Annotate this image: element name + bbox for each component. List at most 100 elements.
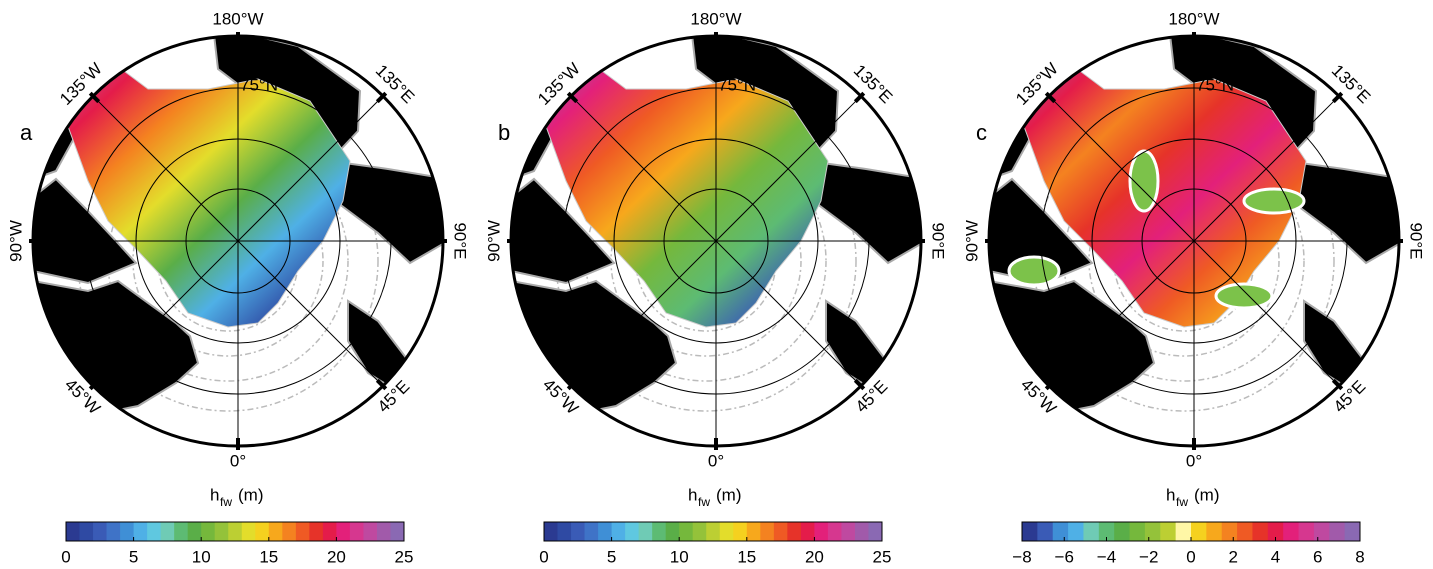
- colorbar-swatch: [390, 522, 404, 541]
- anomaly-patch: [1009, 257, 1059, 285]
- colorbar-swatch: [733, 522, 747, 541]
- latitude-label: 75°N: [1196, 75, 1234, 94]
- colorbar-swatch: [336, 522, 350, 541]
- colorbar-swatch: [1053, 522, 1069, 541]
- colorbar-swatch: [66, 522, 80, 541]
- colorbar-swatch: [814, 522, 828, 541]
- colorbar-swatch: [242, 522, 256, 541]
- colorbar-swatch: [188, 522, 202, 541]
- colorbar-swatch: [612, 522, 626, 541]
- colorbar-swatch: [666, 522, 680, 541]
- colorbar-swatch: [1083, 522, 1099, 541]
- longitude-label: 90°W: [6, 220, 25, 262]
- colorbar-swatch: [585, 522, 599, 541]
- colorbar-symbol: h: [1166, 485, 1175, 504]
- colorbar-swatch: [107, 522, 121, 541]
- colorbar-unit: (m): [1194, 485, 1219, 504]
- colorbar-swatch: [868, 522, 882, 541]
- colorbar-swatch: [1176, 522, 1192, 541]
- colorbar-tick-label: 8: [1355, 547, 1364, 566]
- longitude-label: 90°E: [1407, 222, 1426, 259]
- colorbar-tick-label: −4: [1097, 547, 1116, 566]
- colorbar-swatch: [747, 522, 761, 541]
- colorbar-tick-label: 5: [607, 547, 616, 566]
- longitude-label: 90°W: [962, 220, 981, 262]
- colorbar-swatch: [720, 522, 734, 541]
- colorbar-unit: (m): [716, 485, 741, 504]
- longitude-label: 90°E: [929, 222, 948, 259]
- colorbar-swatch: [93, 522, 107, 541]
- colorbar-swatch: [350, 522, 364, 541]
- colorbar-swatch: [1160, 522, 1176, 541]
- page: {"panels": [ {"letter": "a", "lon_labels…: [0, 0, 1433, 569]
- colorbar-swatch: [544, 522, 558, 541]
- colorbar-tick-label: 0: [61, 547, 70, 566]
- colorbar-swatch: [309, 522, 323, 541]
- longitude-label: 90°E: [451, 222, 470, 259]
- colorbar-swatch: [323, 522, 337, 541]
- colorbar-swatch: [80, 522, 94, 541]
- colorbar-tick-label: 20: [805, 547, 824, 566]
- colorbar-swatch: [1314, 522, 1330, 541]
- colorbar-swatch: [377, 522, 391, 541]
- colorbar-tick-label: 15: [737, 547, 756, 566]
- colorbar-swatch: [760, 522, 774, 541]
- colorbar-swatch: [147, 522, 161, 541]
- colorbar-tick-label: 0: [539, 547, 548, 566]
- colorbar-swatch: [598, 522, 612, 541]
- longitude-label: 0°: [1186, 451, 1202, 470]
- colorbar-swatch: [134, 522, 148, 541]
- colorbar-swatch: [639, 522, 653, 541]
- colorbar-swatch: [571, 522, 585, 541]
- longitude-label: 90°W: [484, 220, 503, 262]
- colorbar-swatch: [363, 522, 377, 541]
- anomaly-patch: [1216, 284, 1272, 308]
- colorbar-tick-label: 10: [192, 547, 211, 566]
- colorbar-swatch: [1222, 522, 1238, 541]
- colorbar-tick-label: 4: [1271, 547, 1280, 566]
- colorbar-swatch: [228, 522, 242, 541]
- colorbar-tick-label: 25: [873, 547, 892, 566]
- colorbar-subscript: fw: [220, 495, 232, 509]
- latitude-label: 75°N: [718, 75, 756, 94]
- colorbar-swatch: [1345, 522, 1361, 541]
- longitude-label: 180°W: [212, 9, 263, 28]
- colorbar-tick-label: 20: [327, 547, 346, 566]
- colorbar-tick-label: −6: [1055, 547, 1074, 566]
- colorbar-tick-label: −2: [1139, 547, 1158, 566]
- colorbar-swatch: [120, 522, 134, 541]
- colorbar-symbol: h: [210, 485, 219, 504]
- colorbar-swatch: [282, 522, 296, 541]
- colorbar-swatch: [1114, 522, 1130, 541]
- colorbar-symbol: h: [688, 485, 697, 504]
- colorbar-tick-label: 5: [129, 547, 138, 566]
- colorbar-subscript: fw: [1176, 495, 1188, 509]
- colorbar-swatch: [558, 522, 572, 541]
- colorbar-swatch: [625, 522, 639, 541]
- colorbar-tick-label: −8: [1012, 547, 1031, 566]
- figure: 180°W135°E90°E45°E0°45°W90°W135°W75°Nahf…: [0, 0, 1433, 569]
- colorbar-swatch: [706, 522, 720, 541]
- colorbar-swatch: [787, 522, 801, 541]
- colorbar-swatch: [1206, 522, 1222, 541]
- colorbar-swatch: [828, 522, 842, 541]
- longitude-label: 180°W: [690, 9, 741, 28]
- longitude-label: 0°: [708, 451, 724, 470]
- colorbar-tick-label: 2: [1229, 547, 1238, 566]
- colorbar-swatch: [855, 522, 869, 541]
- colorbar-swatch: [652, 522, 666, 541]
- colorbar-tick-label: 15: [259, 547, 278, 566]
- longitude-label: 180°W: [1168, 9, 1219, 28]
- panel-letter: b: [498, 120, 510, 145]
- colorbar-swatch: [1191, 522, 1207, 541]
- panel-letter: a: [20, 120, 33, 145]
- colorbar-tick-label: 0: [1186, 547, 1195, 566]
- colorbar-swatch: [1252, 522, 1268, 541]
- colorbar-swatch: [1299, 522, 1315, 541]
- colorbar-tick-label: 25: [395, 547, 414, 566]
- colorbar-swatch: [215, 522, 229, 541]
- colorbar-swatch: [1329, 522, 1345, 541]
- panel-letter: c: [976, 120, 987, 145]
